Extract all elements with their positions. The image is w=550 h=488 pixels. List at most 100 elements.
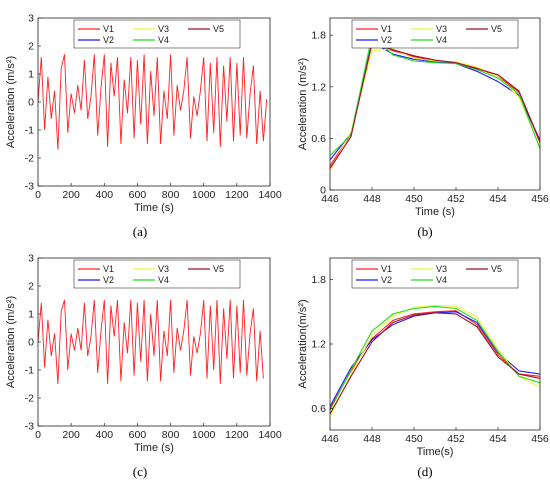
y-axis-label: Acceleration (m/s²) [5, 296, 17, 388]
y-axis-label: Acceleration(m/s²) [297, 299, 309, 388]
x-tick-label: 200 [62, 189, 80, 201]
x-tick-label: 800 [162, 189, 180, 201]
legend-entry-v4: V4 [436, 275, 447, 285]
y-tick-label: 1 [28, 309, 34, 321]
y-tick-label: 3 [28, 13, 34, 25]
x-tick-label: 1200 [225, 429, 249, 441]
chart-panel-d: 446 448 450 452 454 456 0.6 1.2 1.8 Time(s) Accele… [297, 257, 549, 458]
x-tick-label: 452 [447, 433, 465, 445]
legend-entry-v1: V1 [103, 24, 114, 34]
legend-entry-v3: V3 [436, 24, 447, 34]
x-tick-label: 454 [489, 193, 507, 205]
y-tick-label: 2 [28, 281, 34, 293]
legend-entry-v5: V5 [213, 264, 224, 274]
y-tick-label: 2 [28, 41, 34, 53]
legend-entry-v4: V4 [158, 275, 169, 285]
x-tick-label: 456 [531, 193, 549, 205]
x-tick-label: 600 [129, 189, 147, 201]
legend-entry-v5: V5 [491, 24, 502, 34]
y-tick-label: 0 [28, 337, 34, 349]
y-axis-label: Acceleration (m/s²) [5, 56, 17, 148]
y-tick-label: -3 [25, 421, 34, 433]
panel-label-a: (a) [133, 224, 147, 239]
legend-box [73, 259, 241, 289]
series-line-v1 [38, 54, 268, 150]
series-line-v4 [330, 305, 540, 411]
legend-entry-v1: V1 [381, 24, 392, 34]
series-line-v4 [330, 34, 540, 156]
panel-label-b: (b) [417, 224, 432, 239]
y-tick-label: 1.2 [311, 339, 326, 351]
x-tick-label: 446 [321, 193, 339, 205]
legend-box [351, 259, 519, 289]
x-tick-label: 400 [96, 429, 114, 441]
legend-entry-v2: V2 [103, 35, 114, 45]
y-tick-label: 1 [28, 69, 34, 81]
y-tick-label: 0.6 [311, 133, 326, 145]
plot-frame [329, 17, 541, 191]
legend-entry-v2: V2 [103, 275, 114, 285]
legend-box [73, 19, 241, 49]
chart-panel-b: 446 448 450 452 454 456 0 0.6 1.2 1.8 Time (s) Acce… [297, 17, 549, 218]
x-axis-label: Time (s) [134, 202, 174, 214]
y-axis-label: Acceleration (m/s²) [297, 58, 309, 150]
x-tick-label: 800 [162, 429, 180, 441]
chart-panel-a: 0 200 400 600 800 1000 1200 1400 -3 -2 -1 0 1 2 3 Time … [5, 13, 282, 215]
x-tick-label: 1400 [258, 189, 282, 201]
x-tick-label: 450 [405, 433, 423, 445]
x-tick-label: 452 [447, 193, 465, 205]
series-group [330, 304, 540, 418]
series-line-v5 [330, 312, 540, 415]
x-tick-label: 1000 [192, 189, 216, 201]
series-group [38, 54, 268, 150]
y-tick-label: 1.8 [311, 30, 326, 42]
y-tick-label: -2 [25, 153, 34, 165]
y-tick-label: 0 [28, 97, 34, 109]
legend-entry-v4: V4 [436, 35, 447, 45]
x-axis-label: Time(s) [417, 446, 454, 458]
y-tick-label: 3 [28, 253, 34, 265]
x-axis-label: Time (s) [415, 206, 455, 218]
legend-entry-v3: V3 [436, 264, 447, 274]
x-tick-label: 1400 [258, 429, 282, 441]
legend-entry-v1: V1 [103, 264, 114, 274]
series-line-v1 [38, 299, 264, 385]
legend-entry-v4: V4 [158, 35, 169, 45]
x-tick-label: 454 [489, 433, 507, 445]
series-line-v3 [330, 304, 540, 418]
legend-entry-v2: V2 [381, 275, 392, 285]
series-group [38, 299, 264, 385]
x-axis-label: Time (s) [134, 442, 174, 454]
y-tick-label: 0.6 [311, 403, 326, 415]
x-tick-label: 600 [129, 429, 147, 441]
legend-entry-v5: V5 [213, 24, 224, 34]
x-tick-label: 1000 [192, 429, 216, 441]
y-tick-label: -3 [25, 181, 34, 193]
x-tick-label: 456 [531, 433, 549, 445]
y-tick-label: 1.2 [311, 81, 326, 93]
series-line-v5 [330, 42, 540, 169]
y-tick-label: 0 [320, 185, 326, 197]
y-tick-label: 1.8 [311, 274, 326, 286]
legend-entry-v3: V3 [158, 264, 169, 274]
y-tick-label: -1 [25, 365, 34, 377]
series-group [330, 34, 540, 172]
x-tick-label: 200 [62, 429, 80, 441]
x-tick-label: 446 [321, 433, 339, 445]
chart-panel-c: 0 200 400 600 800 1000 1200 1400 -3 -2 -1 0 1 2 3 Time … [5, 253, 282, 455]
x-tick-label: 0 [35, 429, 41, 441]
legend-entry-v1: V1 [381, 264, 392, 274]
x-tick-label: 400 [96, 189, 114, 201]
legend-box [351, 19, 519, 49]
y-tick-label: -1 [25, 125, 34, 137]
panel-label-c: (c) [133, 464, 147, 479]
legend-entry-v5: V5 [491, 264, 502, 274]
x-tick-label: 448 [363, 193, 381, 205]
x-tick-label: 448 [363, 433, 381, 445]
panel-label-d: (d) [417, 464, 432, 479]
x-tick-label: 0 [35, 189, 41, 201]
